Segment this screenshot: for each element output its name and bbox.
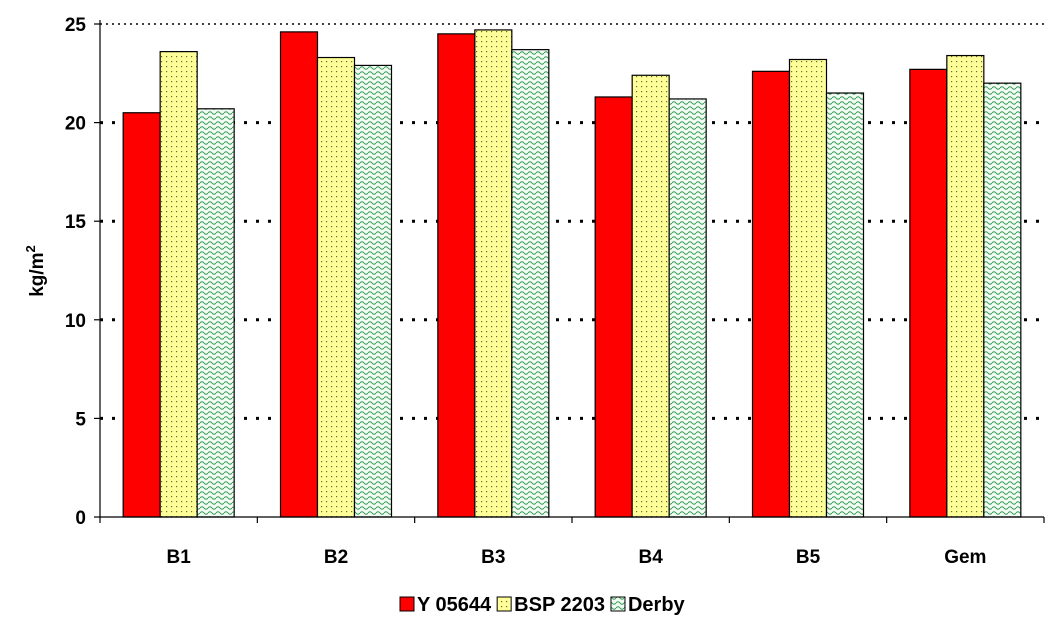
legend: Y 05644 BSP 2203 Derby [399, 594, 686, 616]
bars-group [122, 29, 1022, 518]
x-tick-label-b3: B3 [481, 547, 505, 568]
x-tick-label-b4: B4 [639, 547, 664, 568]
x-tick-label-b1: B1 [167, 547, 192, 568]
bar-b5-series-2 [788, 58, 828, 518]
y-tick-labels: 0 5 10 15 20 25 [65, 15, 87, 529]
y-tick-label-15: 15 [65, 212, 87, 233]
legend-swatch-3 [610, 596, 626, 612]
bar-b4-series-2 [631, 74, 670, 518]
y-tick-label-10: 10 [65, 311, 86, 332]
bar-b4-series-3 [668, 98, 707, 518]
legend-swatch-2 [496, 596, 512, 612]
bar-b3-series-1 [437, 33, 476, 518]
x-tick-labels: B1 B2 B3 B4 B5 Gem [167, 547, 987, 568]
gridlines [100, 23, 1044, 420]
bar-b1-series-1 [122, 112, 161, 518]
bar-b1-series-2 [159, 51, 198, 518]
y-tick-label-5: 5 [75, 409, 86, 430]
bar-b5-series-1 [751, 70, 791, 518]
x-tick-label-gem: Gem [944, 547, 986, 568]
legend-label-3: Derby [628, 594, 686, 616]
bar-b2-series-2 [316, 56, 356, 518]
bar-gem-series-3 [983, 82, 1022, 518]
y-tick-label-20: 20 [65, 114, 86, 135]
y-tick-label-0: 0 [75, 508, 86, 529]
bar-b3-series-3 [511, 49, 550, 518]
legend-label-2: BSP 2203 [514, 594, 605, 616]
y-axis-title-superscript: 2 [23, 245, 38, 252]
bar-gem-series-2 [946, 54, 985, 518]
legend-label-1: Y 05644 [417, 594, 492, 616]
y-tick-label-25: 25 [65, 15, 87, 36]
bar-gem-series-1 [909, 68, 948, 518]
y-axis-title: kg/m2 [23, 245, 48, 297]
bar-b5-series-3 [825, 92, 865, 518]
legend-swatch-1 [399, 596, 415, 612]
bar-b4-series-1 [594, 96, 633, 518]
x-tick-label-b5: B5 [796, 547, 821, 568]
bar-b1-series-3 [196, 108, 235, 518]
x-tick-label-b2: B2 [324, 547, 348, 568]
bar-b2-series-3 [353, 64, 393, 518]
bar-b2-series-1 [279, 31, 319, 518]
axes [94, 20, 1045, 523]
y-axis-title-text: kg/m [27, 252, 48, 296]
bar-b3-series-2 [474, 29, 513, 518]
